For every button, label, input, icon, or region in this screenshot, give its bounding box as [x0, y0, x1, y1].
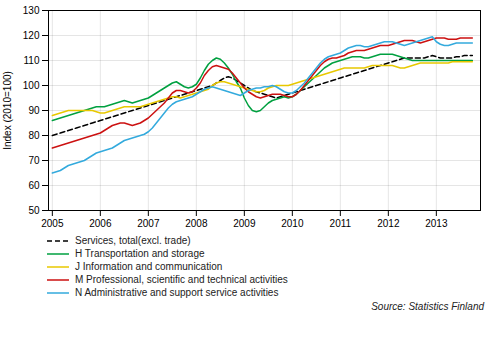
svg-text:130: 130: [23, 5, 40, 16]
svg-text:120: 120: [23, 30, 40, 41]
html-text:J Information and communicatio: J Information and communication: [75, 261, 223, 272]
svg-text:2011: 2011: [330, 218, 352, 229]
svg-text:2007: 2007: [137, 218, 160, 229]
svg-text:50: 50: [28, 205, 40, 216]
html-text:H Transportation and storage: H Transportation and storage: [75, 248, 205, 259]
html-text:M Professional, scientific and: M Professional, scientific and technical…: [75, 274, 288, 285]
svg-text:100: 100: [23, 80, 40, 91]
svg-text:80: 80: [28, 130, 40, 141]
svg-text:60: 60: [28, 180, 40, 191]
svg-text:2012: 2012: [377, 218, 400, 229]
svg-text:90: 90: [28, 105, 40, 116]
html-text:Source: Statistics Finland: Source: Statistics Finland: [371, 301, 484, 312]
svg-text:110: 110: [24, 55, 40, 66]
svg-text:Index (2010=100): Index (2010=100): [2, 71, 13, 150]
svg-text:2010: 2010: [281, 218, 304, 229]
html-text:Services, total(excl. trade): Services, total(excl. trade): [75, 235, 191, 246]
html-text:N Administrative and support s: N Administrative and support service act…: [75, 287, 279, 298]
svg-text:2013: 2013: [425, 218, 448, 229]
svg-text:2008: 2008: [185, 218, 208, 229]
svg-text:70: 70: [28, 155, 40, 166]
svg-text:2006: 2006: [89, 218, 112, 229]
svg-text:2005: 2005: [41, 218, 64, 229]
svg-text:2009: 2009: [233, 218, 256, 229]
